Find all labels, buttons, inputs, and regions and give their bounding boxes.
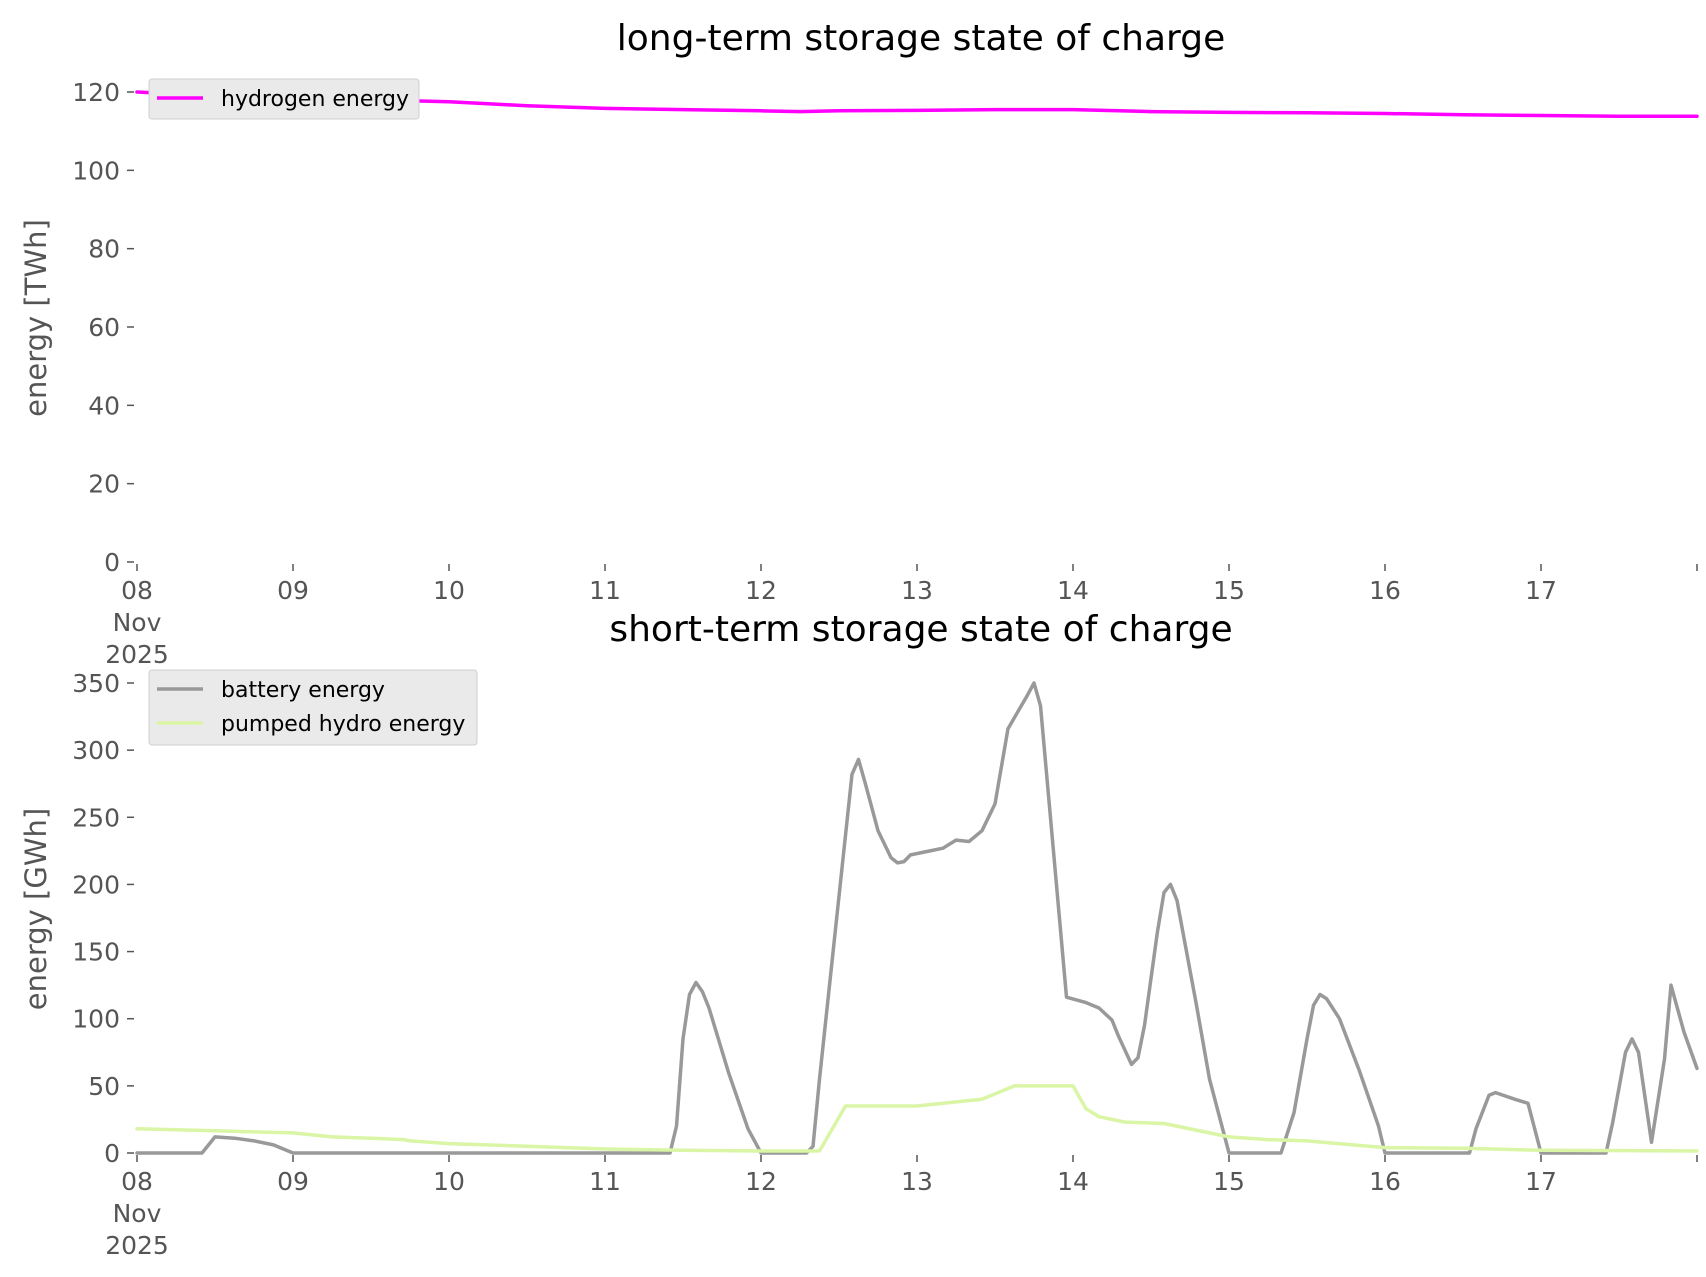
x-tick-label: 15 xyxy=(1213,1167,1245,1196)
legend-box xyxy=(148,78,420,120)
y-axis-ticks: 0 20 40 60 80 100 120 xyxy=(72,78,134,577)
legend-box xyxy=(148,669,478,746)
x-axis-ticks: 08 Nov 2025 09 10 11 12 13 14 15 16 17 xyxy=(105,1155,1698,1260)
y-tick-label: 0 xyxy=(104,548,120,577)
series-line-hydrogen-energy xyxy=(135,90,1699,119)
y-tick-label: 0 xyxy=(104,1139,120,1168)
x-tick-label: 09 xyxy=(277,576,309,605)
x-tick-label: 17 xyxy=(1525,576,1557,605)
x-tick-label: 08 xyxy=(121,1167,153,1196)
legend: battery energy pumped hydro energy xyxy=(148,669,478,746)
x-tick-label: 11 xyxy=(589,576,621,605)
x-tick-sublabel: Nov xyxy=(113,608,162,637)
y-tick-label: 250 xyxy=(72,803,120,832)
series-line-battery-energy xyxy=(135,681,1699,1155)
y-tick-label: 100 xyxy=(72,156,120,185)
x-tick-label: 09 xyxy=(277,1167,309,1196)
series-lines xyxy=(135,90,1699,119)
chart-title: long-term storage state of charge xyxy=(617,18,1225,59)
x-tick-label: 12 xyxy=(745,576,777,605)
x-axis-ticks: 08 Nov 2025 09 10 11 12 13 14 15 16 17 xyxy=(105,564,1698,669)
x-tick-label: 12 xyxy=(745,1167,777,1196)
legend-label-hydrogen-energy: hydrogen energy xyxy=(221,87,409,112)
y-tick-label: 40 xyxy=(88,391,120,420)
y-tick-label: 20 xyxy=(88,470,120,499)
legend: hydrogen energy xyxy=(148,78,420,120)
x-tick-label: 13 xyxy=(901,576,933,605)
x-tick-label: 11 xyxy=(589,1167,621,1196)
y-tick-label: 60 xyxy=(88,313,120,342)
y-tick-label: 350 xyxy=(72,669,120,698)
x-tick-sublabel: Nov xyxy=(113,1199,162,1228)
y-axis-label: energy [GWh] xyxy=(19,808,53,1010)
long-term-chart: long-term storage state of charge energy… xyxy=(19,18,1699,669)
y-axis-ticks: 0 50 100 150 200 250 300 350 xyxy=(72,669,134,1168)
y-tick-label: 200 xyxy=(72,870,120,899)
y-tick-label: 50 xyxy=(88,1072,120,1101)
x-tick-sublabel: 2025 xyxy=(105,640,169,669)
x-tick-label: 10 xyxy=(433,1167,465,1196)
series-lines xyxy=(135,681,1699,1155)
x-tick-label: 08 xyxy=(121,576,153,605)
x-tick-label: 10 xyxy=(433,576,465,605)
y-tick-label: 80 xyxy=(88,235,120,264)
legend-label-pumped-hydro-energy: pumped hydro energy xyxy=(221,712,465,737)
y-tick-label: 150 xyxy=(72,938,120,967)
x-tick-label: 17 xyxy=(1525,1167,1557,1196)
y-tick-label: 300 xyxy=(72,736,120,765)
x-tick-label: 16 xyxy=(1369,576,1401,605)
x-tick-label: 14 xyxy=(1057,576,1089,605)
x-tick-label: 14 xyxy=(1057,1167,1089,1196)
chart-title: short-term storage state of charge xyxy=(609,609,1232,650)
y-axis-label: energy [TWh] xyxy=(19,219,53,417)
x-tick-label: 15 xyxy=(1213,576,1245,605)
y-tick-label: 100 xyxy=(72,1005,120,1034)
series-line-pumped-hydro-energy xyxy=(135,1084,1699,1153)
x-tick-sublabel: 2025 xyxy=(105,1231,169,1260)
y-tick-label: 120 xyxy=(72,78,120,107)
short-term-chart: short-term storage state of charge energ… xyxy=(19,609,1699,1260)
x-tick-label: 16 xyxy=(1369,1167,1401,1196)
legend-label-battery-energy: battery energy xyxy=(221,678,385,703)
x-tick-label: 13 xyxy=(901,1167,933,1196)
